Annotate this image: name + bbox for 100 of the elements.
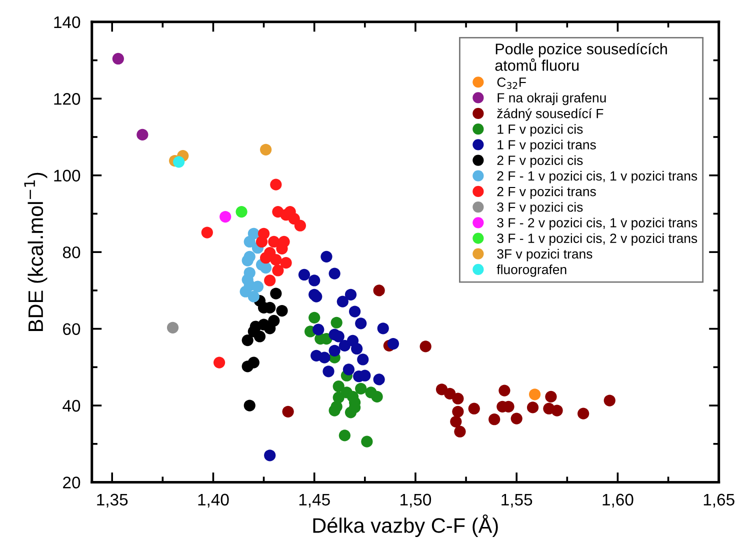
point: [338, 340, 350, 352]
point: [252, 280, 264, 292]
legend-label: 3 F - 2 v pozici cis, 1 v pozici trans: [497, 218, 698, 230]
legend-label: žádný sousedící F: [497, 108, 604, 121]
legend-label: 1 F v pozici trans: [498, 140, 596, 152]
legend-label: F na okraji grafenu: [498, 92, 606, 106]
y-tick-label: 80: [62, 246, 80, 258]
point: [351, 342, 363, 355]
point: [260, 262, 272, 274]
point: [387, 338, 400, 350]
point: [276, 304, 288, 317]
point: [348, 306, 361, 318]
point: [242, 254, 254, 266]
legend-label: 2 F v pozici trans: [497, 186, 596, 199]
point: [328, 268, 340, 280]
point: [377, 322, 389, 334]
legend-label: 3 F v pozici cis: [497, 202, 583, 214]
x-tick-label: 1,45: [299, 494, 330, 508]
point: [264, 274, 276, 286]
point: [242, 360, 254, 372]
point: [420, 340, 432, 352]
point: [328, 344, 340, 356]
point: [498, 384, 510, 396]
point: [332, 330, 344, 342]
point: [454, 426, 466, 438]
point: [270, 288, 282, 300]
legend-label: 2 F v pozici cis: [497, 155, 583, 168]
x-axis-title: Délka vazby C-F (Å): [313, 514, 498, 538]
point: [166, 322, 179, 334]
point: [528, 388, 541, 400]
y-tick-label: 20: [63, 476, 80, 488]
x-tick-label: 1,35: [97, 494, 128, 508]
point: [173, 156, 185, 168]
point: [578, 408, 590, 420]
point: [248, 290, 260, 302]
x-tick-label: 1,50: [400, 494, 432, 508]
legend-title: Podle pozice sousedících atomů fluoru: [495, 43, 667, 71]
point: [510, 412, 522, 424]
point: [272, 264, 284, 276]
point: [318, 352, 330, 364]
y-tick-label: 140: [54, 16, 80, 28]
point: [236, 206, 248, 218]
y-tick-label: 120: [54, 93, 80, 105]
point: [336, 296, 348, 308]
point: [244, 236, 256, 248]
point: [373, 284, 385, 296]
point: [371, 390, 383, 403]
point: [220, 210, 232, 223]
point: [254, 330, 266, 342]
point: [312, 324, 324, 336]
point: [342, 364, 355, 376]
point: [357, 354, 369, 366]
point: [488, 414, 500, 426]
point: [355, 318, 367, 330]
point: [242, 334, 254, 346]
y-tick-label: 40: [62, 400, 80, 412]
y-axis-title: BDE (kcal.mol$^{−1}$): [24, 172, 48, 331]
point: [332, 380, 344, 392]
point: [330, 316, 342, 328]
legend-label: 2 F - 1 v pozici cis, 1 v pozici trans: [497, 170, 698, 184]
point: [551, 404, 563, 416]
point: [444, 388, 456, 400]
point: [468, 402, 480, 414]
point: [545, 390, 557, 403]
x-tick-label: 1,65: [704, 494, 734, 508]
legend-label: 3 F - 1 v pozici cis, 2 v pozici trans: [497, 233, 698, 246]
point: [328, 404, 340, 416]
point: [308, 274, 320, 286]
x-tick-label: 1,55: [502, 494, 532, 508]
point: [270, 178, 282, 190]
y-tick-label: 60: [63, 323, 80, 336]
point: [213, 356, 226, 368]
point: [298, 268, 310, 281]
point: [282, 406, 294, 418]
legend-label: 3F v pozici trans: [497, 248, 592, 262]
legend-label: 1 F v pozici cis: [498, 124, 583, 136]
x-tick-label: 1,60: [602, 494, 634, 508]
point: [373, 374, 385, 386]
point: [320, 250, 332, 262]
point: [270, 254, 282, 266]
x-tick-label: 1,40: [198, 494, 229, 508]
legend-label: fluorografen: [496, 264, 566, 277]
point: [244, 400, 256, 412]
point: [452, 392, 464, 404]
point: [260, 252, 272, 264]
point: [450, 416, 462, 428]
point: [136, 128, 148, 141]
point: [264, 450, 276, 462]
point: [452, 406, 464, 418]
point: [201, 226, 213, 238]
y-tick-label: 100: [54, 170, 80, 182]
point: [344, 288, 357, 300]
point: [280, 257, 292, 269]
point: [268, 236, 280, 248]
point: [338, 430, 350, 442]
point: [355, 382, 367, 394]
point: [526, 402, 539, 414]
point: [322, 366, 334, 378]
point: [260, 144, 272, 156]
legend-label: C$_{32}$F: [497, 78, 526, 90]
